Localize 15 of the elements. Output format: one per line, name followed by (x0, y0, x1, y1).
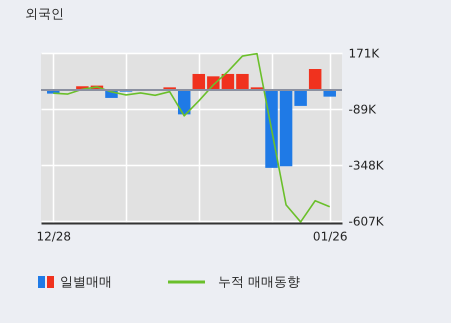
bar (308, 68, 322, 90)
y-tick-label: 171K (348, 46, 380, 60)
bar (280, 90, 292, 166)
x-tick-label: 12/28 (36, 230, 72, 244)
bar (294, 90, 307, 106)
legend-label: 일별매매 (60, 275, 112, 290)
y-tick-label: -607K (348, 214, 385, 229)
bar (192, 74, 206, 90)
legend-label: 누적 매매동향 (218, 275, 300, 290)
y-tick-label: -89K (348, 102, 378, 117)
chart-title: 외국인 (24, 7, 64, 22)
x-tick-label: 01/26 (312, 230, 348, 244)
bar (236, 74, 249, 90)
line-series (52, 52, 331, 223)
y-tick-label: -348K (348, 158, 385, 173)
